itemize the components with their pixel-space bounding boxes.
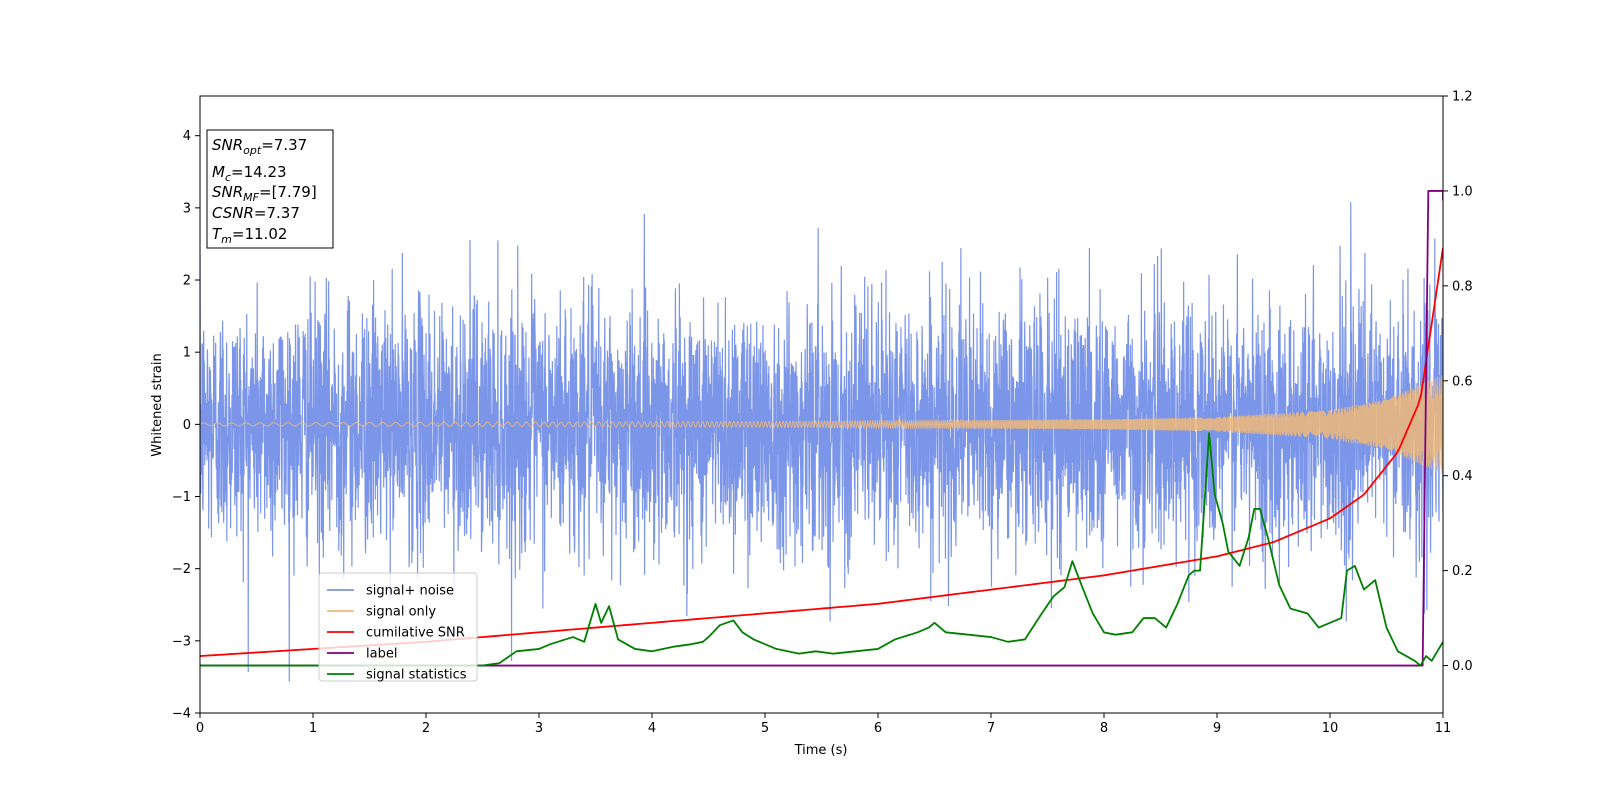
x-tick-label: 2 [422, 721, 430, 736]
y-tick-label: −1 [172, 490, 191, 505]
series-signal-noise [200, 202, 1443, 682]
legend-entry: label [366, 647, 397, 662]
y-tick-label: 4 [183, 129, 191, 144]
info-line: Mc=14.23 [212, 163, 287, 184]
plot-frame [199, 95, 1444, 714]
y2-tick-label: 0.2 [1452, 564, 1473, 579]
y-axis-left: −4 −3 −2 −1 0 1 2 3 4 [172, 129, 200, 722]
x-tick-label: 0 [196, 721, 204, 736]
info-box-frame [206, 129, 334, 249]
legend-frame [318, 572, 478, 682]
legend-entry: signal+ noise [366, 584, 454, 599]
y-tick-label: −3 [172, 634, 191, 649]
x-tick-label: 3 [535, 721, 543, 736]
series-signal-only [200, 375, 1443, 474]
legend-entry: signal statistics [366, 668, 467, 683]
x-tick-label: 7 [987, 721, 995, 736]
legend-entry: signal only [366, 605, 436, 620]
series-signal-statistics [200, 432, 1443, 667]
y-tick-label: 2 [183, 274, 191, 289]
x-axis-label: Time (s) [794, 743, 848, 758]
y-tick-label: −4 [172, 707, 191, 722]
y-tick-label: −2 [172, 562, 191, 577]
info-box: SNRopt=7.37 Mc=14.23SNRMF=[7.79]CSNR=7.37… [206, 129, 334, 249]
y-axis-right: 0.0 0.2 0.4 0.6 0.8 1.0 1.2 [1443, 90, 1473, 674]
x-tick-label: 10 [1322, 721, 1339, 736]
x-tick-label: 1 [309, 721, 317, 736]
x-tick-label: 6 [874, 721, 882, 736]
y-tick-label: 1 [183, 346, 191, 361]
info-line: CSNR=7.37 [212, 204, 300, 222]
info-line: Tm=11.02 [212, 225, 287, 246]
y2-tick-label: 0.4 [1452, 469, 1473, 484]
y2-tick-label: 0.0 [1452, 659, 1473, 674]
y2-tick-label: 0.6 [1452, 374, 1473, 389]
y-tick-label: 3 [183, 201, 191, 216]
info-line: SNRMF=[7.79] [212, 183, 317, 204]
y-tick-label: 0 [183, 418, 191, 433]
legend-entry: cumilative SNR [366, 626, 465, 641]
x-axis: 0 1 2 3 4 5 6 7 8 9 10 11 [196, 713, 1451, 736]
x-tick-label: 4 [648, 721, 656, 736]
y2-tick-label: 1.0 [1452, 184, 1473, 199]
x-tick-label: 9 [1213, 721, 1221, 736]
series-label [200, 190, 1443, 667]
x-tick-label: 11 [1435, 721, 1452, 736]
x-tick-label: 8 [1100, 721, 1108, 736]
info-line: SNRopt=7.37 [212, 136, 307, 157]
y-axis-label: Whitened strain [150, 353, 165, 456]
x-tick-label: 5 [761, 721, 769, 736]
legend: signal+ noise signal only cumilative SNR la… [318, 572, 478, 683]
y2-tick-label: 1.2 [1452, 90, 1473, 105]
y2-tick-label: 0.8 [1452, 279, 1473, 294]
